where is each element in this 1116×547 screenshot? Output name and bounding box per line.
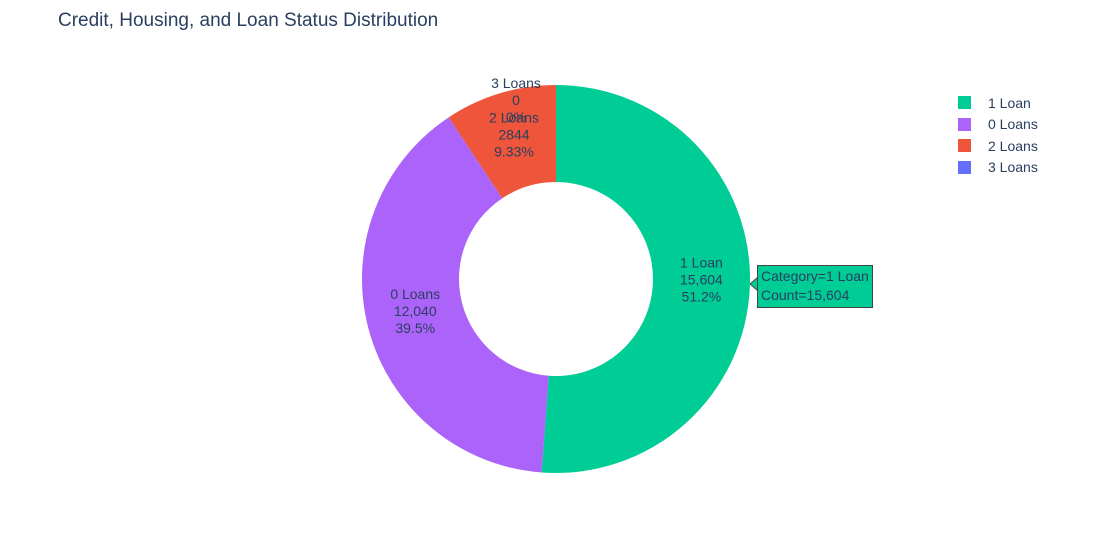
slice-label-value: 0 <box>512 92 520 108</box>
legend-item-3-loans[interactable]: 3 Loans <box>958 157 1038 179</box>
slice-label-percent: 0% <box>506 109 526 125</box>
slice-0-loans[interactable] <box>362 117 549 473</box>
slice-label-value: 15,604 <box>680 271 723 287</box>
slice-label-name: 3 Loans <box>491 75 541 91</box>
chart-title: Credit, Housing, and Loan Status Distrib… <box>58 10 439 31</box>
legend-item-0-loans[interactable]: 0 Loans <box>958 114 1038 136</box>
slice-2-loans[interactable] <box>448 85 556 199</box>
legend-swatch <box>958 160 971 174</box>
slice-label-1-loan: 1 Loan 15,604 51.2% <box>680 254 723 304</box>
hover-tooltip: Category=1 Loan Count=15,604 <box>757 265 873 308</box>
tooltip-category: Category=1 Loan <box>761 268 869 284</box>
legend-item-2-loans[interactable]: 2 Loans <box>958 135 1038 157</box>
slice-label-value: 12,040 <box>394 303 437 319</box>
slice-label-name: 1 Loan <box>680 254 723 270</box>
legend-swatch <box>958 139 971 153</box>
legend-swatch <box>958 96 971 110</box>
slice-label-2-loans: 2 Loans 2844 9.33% <box>489 110 539 160</box>
slice-label-percent: 51.2% <box>682 288 722 304</box>
slice-1-loan[interactable] <box>541 85 750 473</box>
legend-label: 2 Loans <box>988 137 1038 154</box>
legend-label: 3 Loans <box>988 159 1038 176</box>
slice-label-percent: 39.5% <box>395 320 435 336</box>
slice-labels-group: 1 Loan 15,604 51.2% 0 Loans 12,040 39.5% 2 Loa… <box>390 75 723 336</box>
slice-label-0-loans: 0 Loans 12,040 39.5% <box>390 286 440 336</box>
legend-label: 1 Loan <box>988 94 1031 111</box>
tooltip-count: Count=15,604 <box>761 287 850 303</box>
slice-label-3-loans: 3 Loans 0 0% <box>491 75 541 125</box>
legend-item-1-loan[interactable]: 1 Loan <box>958 92 1038 114</box>
slices-group <box>362 85 750 473</box>
slice-label-name: 2 Loans <box>489 110 539 126</box>
legend: 1 Loan 0 Loans 2 Loans 3 Loans <box>958 92 1038 178</box>
slice-label-percent: 9.33% <box>494 144 534 160</box>
legend-swatch <box>958 117 971 131</box>
slice-label-value: 2844 <box>498 127 529 143</box>
slice-label-name: 0 Loans <box>390 286 440 302</box>
legend-label: 0 Loans <box>988 116 1038 133</box>
